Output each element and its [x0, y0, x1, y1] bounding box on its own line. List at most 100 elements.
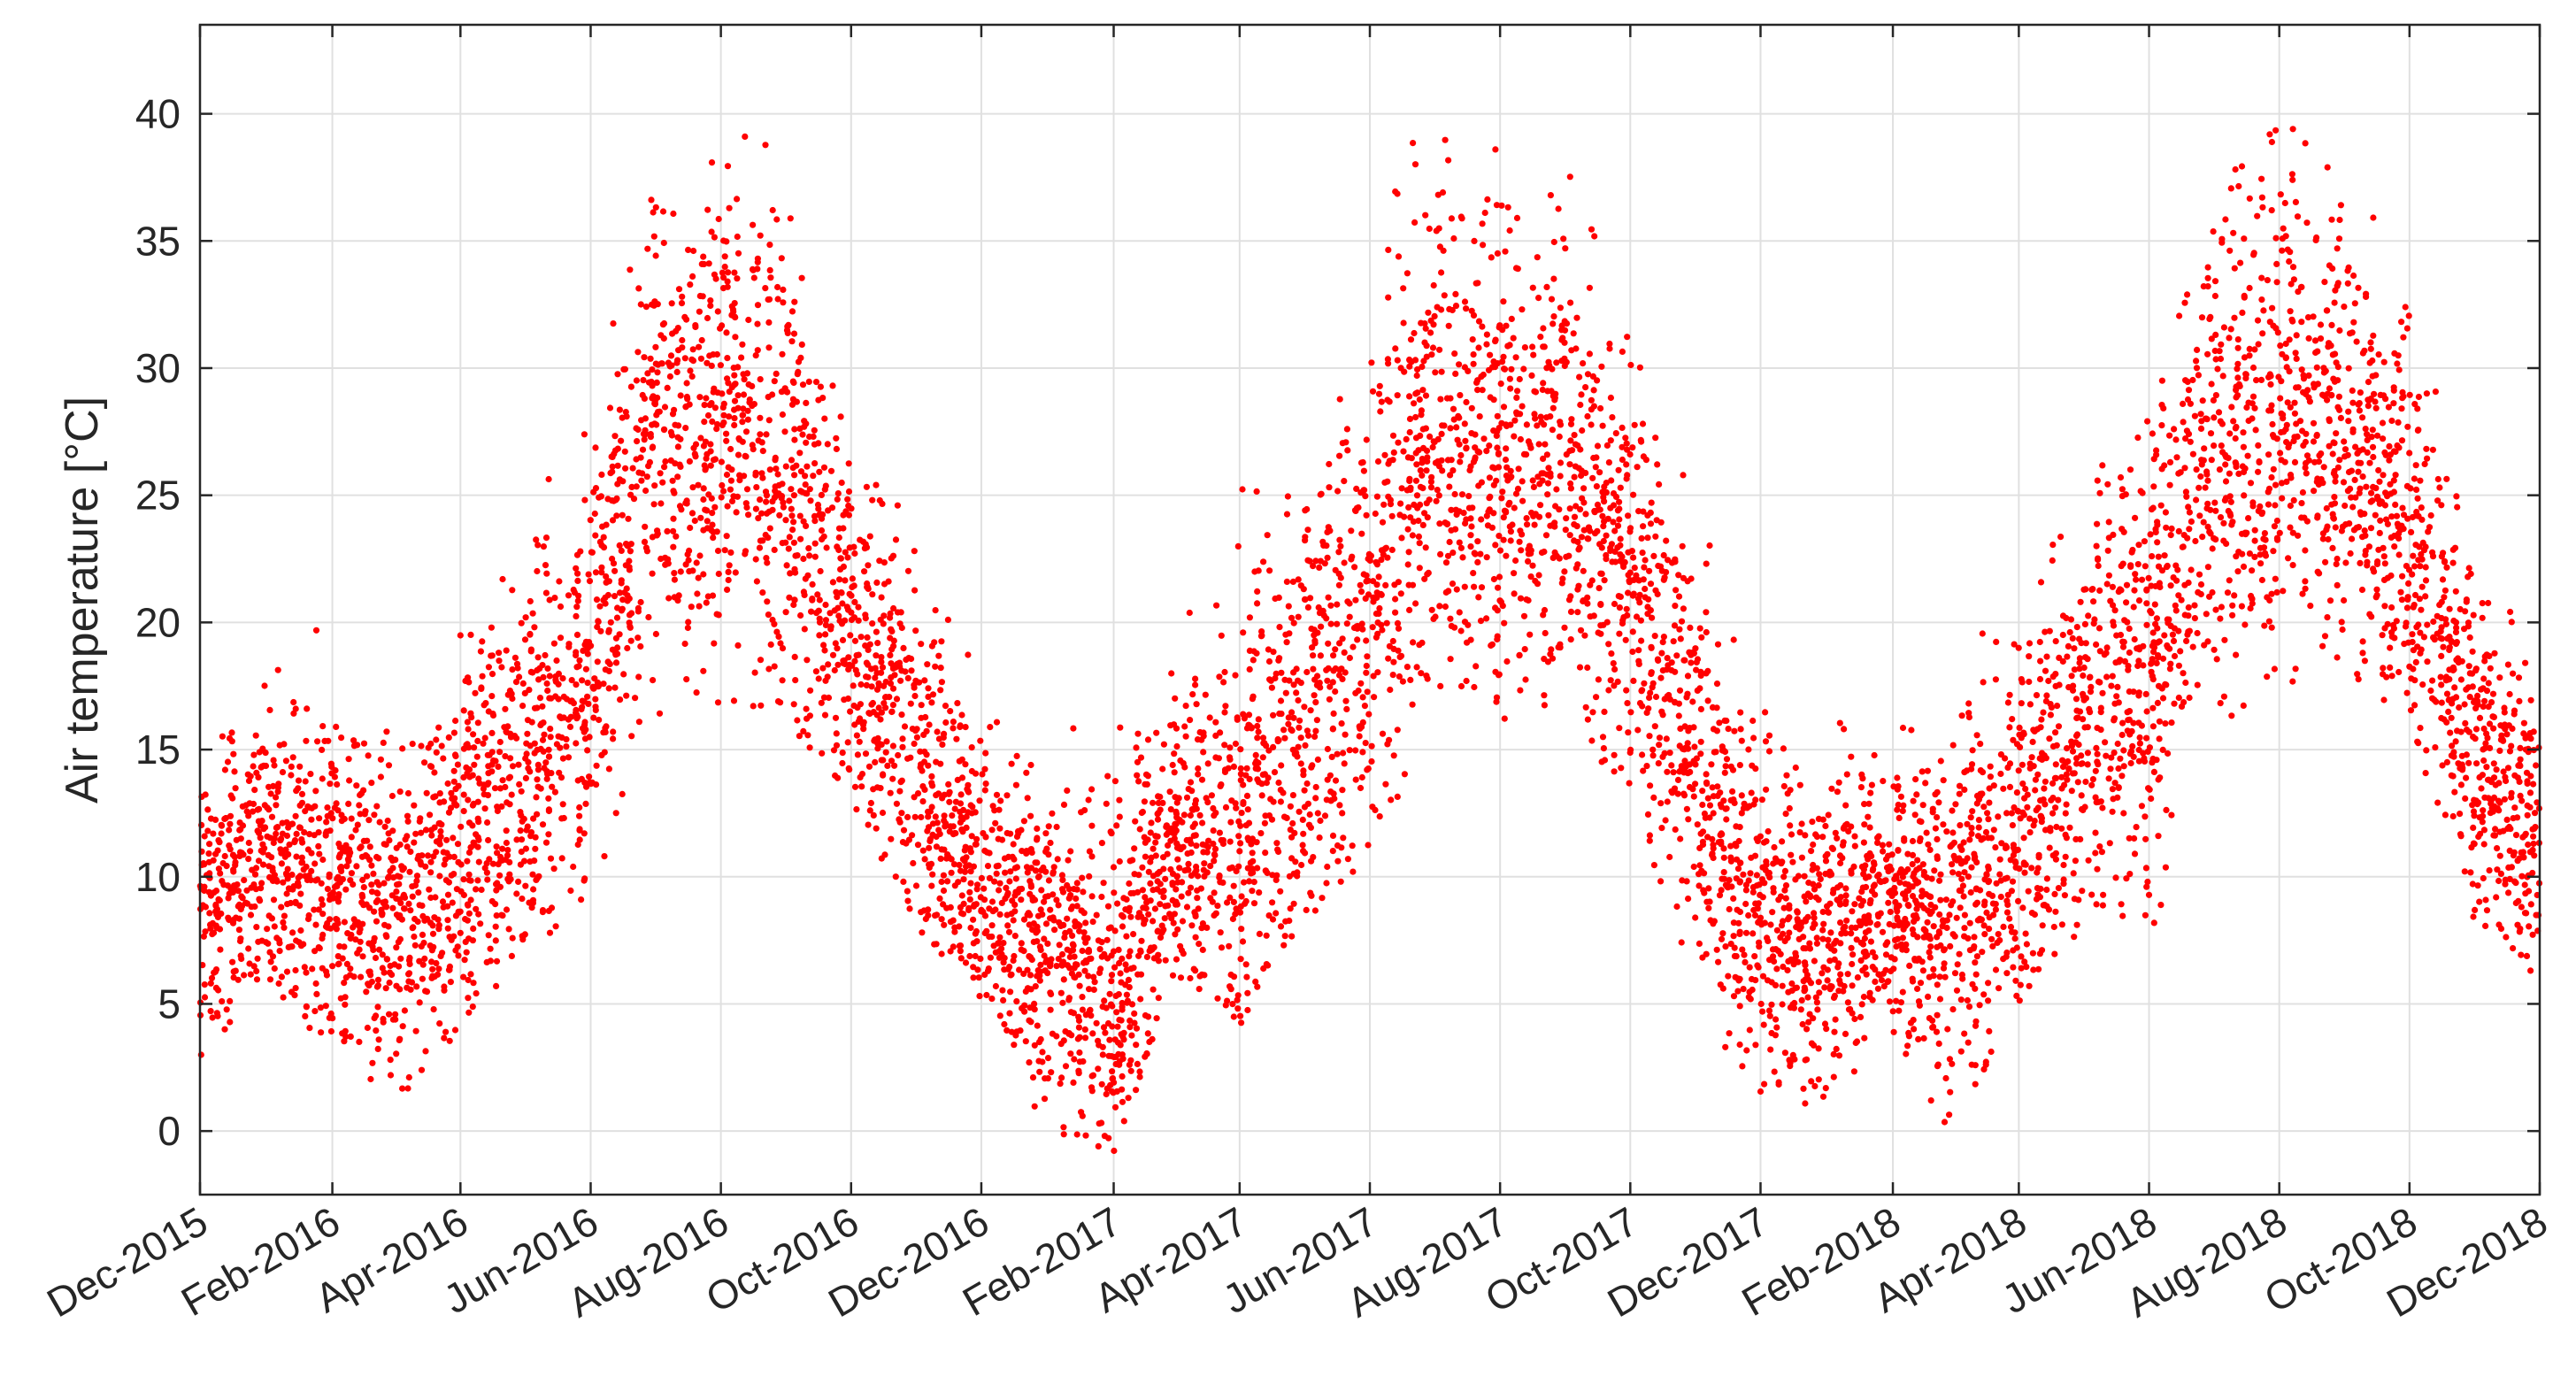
data-point — [1006, 878, 1013, 885]
data-point — [1065, 895, 1073, 902]
data-point — [1153, 729, 1160, 736]
data-point — [1534, 254, 1541, 261]
data-point — [1512, 557, 1519, 565]
data-point — [1013, 998, 1020, 1005]
data-point — [399, 745, 406, 752]
data-point — [769, 206, 776, 214]
data-point — [1413, 372, 1420, 380]
data-point — [778, 495, 785, 502]
data-point — [436, 819, 443, 827]
data-point — [581, 779, 588, 787]
data-point — [308, 816, 315, 823]
data-point — [1363, 572, 1370, 579]
data-point — [338, 734, 345, 742]
data-point — [265, 912, 273, 919]
data-point — [693, 559, 700, 566]
data-point — [1408, 455, 1415, 462]
data-point — [1384, 478, 1391, 485]
data-point — [266, 976, 274, 983]
data-point — [938, 916, 945, 923]
data-point — [1304, 527, 1311, 534]
data-point — [534, 766, 542, 773]
data-point — [934, 728, 941, 735]
data-point — [1578, 534, 1585, 541]
data-point — [1312, 795, 1319, 802]
data-point — [1451, 350, 1458, 358]
data-point — [679, 336, 686, 344]
data-point — [1495, 464, 1503, 471]
data-point — [670, 210, 677, 218]
data-point — [1369, 624, 1376, 631]
data-point — [1560, 235, 1567, 242]
data-point — [563, 735, 570, 743]
data-point — [316, 815, 323, 822]
data-point — [780, 299, 787, 306]
data-point — [1542, 441, 1549, 448]
data-point — [873, 784, 881, 791]
data-point — [1323, 615, 1330, 622]
data-point — [869, 591, 876, 598]
data-point — [773, 628, 780, 635]
data-point — [1541, 421, 1548, 428]
data-point — [1625, 729, 1632, 736]
data-point — [381, 841, 388, 848]
data-point — [943, 904, 950, 911]
data-point — [1037, 1035, 1044, 1043]
data-point — [652, 343, 659, 350]
data-point — [982, 834, 989, 841]
data-point — [1239, 486, 1246, 493]
data-point — [1124, 997, 1131, 1004]
data-point — [1045, 877, 1052, 884]
data-point — [1566, 505, 1573, 512]
data-point — [1379, 519, 1387, 526]
data-point — [731, 269, 738, 276]
data-point — [783, 562, 790, 569]
data-point — [1237, 746, 1244, 753]
data-point — [913, 734, 920, 741]
data-point — [1387, 686, 1394, 694]
data-point — [657, 470, 664, 477]
data-point — [1082, 1132, 1089, 1139]
data-point — [720, 411, 727, 419]
data-point — [1251, 568, 1258, 575]
data-point — [1364, 766, 1371, 773]
data-point — [1150, 918, 1157, 925]
data-point — [1192, 681, 1199, 688]
data-point — [1336, 452, 1343, 459]
data-point — [1136, 1073, 1143, 1080]
data-point — [910, 859, 917, 867]
data-point — [1476, 413, 1483, 420]
data-point — [350, 737, 358, 744]
data-point — [357, 811, 364, 818]
data-point — [1338, 844, 1345, 851]
data-point — [465, 744, 473, 751]
data-point — [920, 731, 927, 739]
data-point — [855, 604, 862, 611]
data-point — [1150, 845, 1157, 852]
data-point — [1435, 492, 1442, 499]
data-point — [355, 922, 362, 929]
data-point — [832, 640, 839, 647]
data-point — [1034, 834, 1041, 842]
data-point — [1297, 760, 1304, 767]
data-point — [1513, 409, 1520, 416]
data-point — [1173, 808, 1180, 816]
data-point — [1257, 830, 1265, 837]
data-point — [1030, 920, 1037, 927]
data-point — [465, 877, 473, 884]
data-point — [689, 567, 696, 574]
data-point — [1373, 634, 1380, 641]
data-point — [1174, 856, 1181, 863]
data-point — [1132, 818, 1139, 825]
data-point — [592, 532, 599, 539]
data-point — [1432, 613, 1439, 620]
data-point — [870, 811, 877, 819]
data-point — [299, 859, 306, 866]
data-point — [1080, 888, 1087, 896]
data-point — [576, 812, 583, 819]
data-point — [1240, 629, 1247, 636]
data-point — [429, 930, 437, 937]
data-point — [1250, 879, 1257, 886]
data-point — [950, 719, 957, 726]
data-point — [607, 619, 614, 626]
